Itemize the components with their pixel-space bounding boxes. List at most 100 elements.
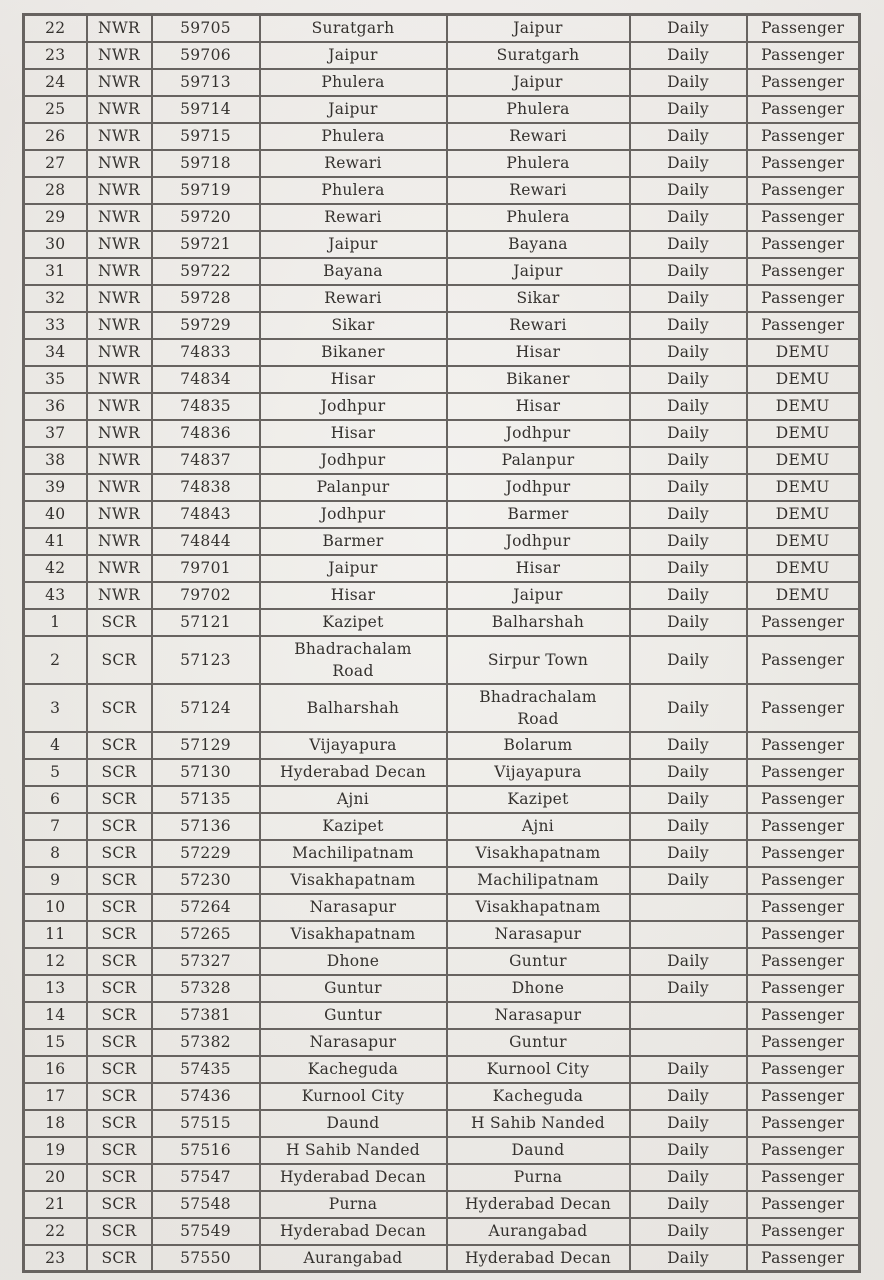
cell-train-no: 74835	[150, 391, 261, 421]
table-row: 40 NWR 74843 Jodhpur Barmer Daily DEMU	[22, 499, 861, 529]
cell-origin: Daund	[258, 1108, 448, 1138]
cell-zone: SCR	[85, 919, 153, 949]
cell-zone: SCR	[85, 892, 153, 922]
table-row: 35 NWR 74834 Hisar Bikaner Daily DEMU	[22, 364, 861, 394]
cell-sn: 40	[22, 499, 88, 529]
cell-sn: 14	[22, 1000, 88, 1030]
cell-origin: Kurnool City	[258, 1081, 448, 1111]
cell-sn: 19	[22, 1135, 88, 1165]
cell-destination: Jodhpur	[445, 526, 631, 556]
table-row: 17 SCR 57436 Kurnool City Kacheguda Daily Pass…	[22, 1081, 861, 1111]
cell-origin: Kazipet	[258, 811, 448, 841]
cell-train-no: 57328	[150, 973, 261, 1003]
cell-sn: 30	[22, 229, 88, 259]
table-row: 39 NWR 74838 Palanpur Jodhpur Daily DEMU	[22, 472, 861, 502]
cell-origin: Suratgarh	[258, 13, 448, 43]
cell-type: Passenger	[745, 1243, 861, 1273]
cell-frequency: Daily	[628, 310, 748, 340]
cell-train-no: 57382	[150, 1027, 261, 1057]
cell-zone: NWR	[85, 526, 153, 556]
cell-type: DEMU	[745, 580, 861, 610]
table-row: 13 SCR 57328 Guntur Dhone Daily Passenger	[22, 973, 861, 1003]
cell-train-no: 57327	[150, 946, 261, 976]
cell-frequency: Daily	[628, 472, 748, 502]
cell-zone: NWR	[85, 283, 153, 313]
cell-train-no: 59720	[150, 202, 261, 232]
cell-train-no: 57548	[150, 1189, 261, 1219]
cell-train-no: 57550	[150, 1243, 261, 1273]
cell-type: Passenger	[745, 946, 861, 976]
cell-origin: Jodhpur	[258, 499, 448, 529]
cell-frequency: Daily	[628, 40, 748, 70]
cell-type: DEMU	[745, 472, 861, 502]
cell-train-no: 74834	[150, 364, 261, 394]
cell-frequency: Daily	[628, 1216, 748, 1246]
cell-origin: Jaipur	[258, 94, 448, 124]
cell-frequency: Daily	[628, 1189, 748, 1219]
cell-train-no: 57123	[150, 634, 261, 685]
cell-train-no: 79702	[150, 580, 261, 610]
cell-train-no: 74837	[150, 445, 261, 475]
cell-type: Passenger	[745, 607, 861, 637]
cell-zone: NWR	[85, 472, 153, 502]
cell-sn: 10	[22, 892, 88, 922]
cell-type: Passenger	[745, 283, 861, 313]
cell-sn: 37	[22, 418, 88, 448]
cell-frequency	[628, 892, 748, 922]
cell-frequency: Daily	[628, 202, 748, 232]
cell-train-no: 57516	[150, 1135, 261, 1165]
cell-origin: Kazipet	[258, 607, 448, 637]
cell-frequency: Daily	[628, 283, 748, 313]
cell-origin: Sikar	[258, 310, 448, 340]
cell-type: Passenger	[745, 94, 861, 124]
cell-destination: Machilipatnam	[445, 865, 631, 895]
cell-destination: Guntur	[445, 1027, 631, 1057]
cell-frequency: Daily	[628, 148, 748, 178]
cell-train-no: 57130	[150, 757, 261, 787]
cell-origin: Hyderabad Decan	[258, 1162, 448, 1192]
cell-frequency: Daily	[628, 946, 748, 976]
cell-train-no: 57135	[150, 784, 261, 814]
cell-destination: Barmer	[445, 499, 631, 529]
cell-destination: Hisar	[445, 391, 631, 421]
cell-sn: 28	[22, 175, 88, 205]
cell-frequency	[628, 1027, 748, 1057]
cell-frequency: Daily	[628, 526, 748, 556]
cell-train-no: 59705	[150, 13, 261, 43]
table-row: 12 SCR 57327 Dhone Guntur Daily Passenger	[22, 946, 861, 976]
cell-zone: SCR	[85, 757, 153, 787]
cell-zone: SCR	[85, 1243, 153, 1273]
table-row: 22 SCR 57549 Hyderabad Decan Aurangabad Daily…	[22, 1216, 861, 1246]
cell-origin: Hisar	[258, 418, 448, 448]
cell-sn: 22	[22, 1216, 88, 1246]
table-row: 34 NWR 74833 Bikaner Hisar Daily DEMU	[22, 337, 861, 367]
cell-sn: 3	[22, 682, 88, 733]
cell-zone: SCR	[85, 784, 153, 814]
table-row: 22 NWR 59705 Suratgarh Jaipur Daily Passenger	[22, 13, 861, 43]
cell-type: Passenger	[745, 784, 861, 814]
cell-frequency: Daily	[628, 499, 748, 529]
cell-train-no: 74844	[150, 526, 261, 556]
cell-type: Passenger	[745, 1189, 861, 1219]
cell-type: Passenger	[745, 919, 861, 949]
cell-type: Passenger	[745, 121, 861, 151]
cell-train-no: 59714	[150, 94, 261, 124]
cell-origin: Narasapur	[258, 892, 448, 922]
cell-train-no: 79701	[150, 553, 261, 583]
cell-destination: H Sahib Nanded	[445, 1108, 631, 1138]
cell-sn: 29	[22, 202, 88, 232]
cell-origin: Visakhapatnam	[258, 919, 448, 949]
cell-zone: NWR	[85, 94, 153, 124]
cell-zone: NWR	[85, 229, 153, 259]
cell-frequency	[628, 919, 748, 949]
cell-frequency: Daily	[628, 94, 748, 124]
cell-destination: Hisar	[445, 337, 631, 367]
cell-train-no: 57124	[150, 682, 261, 733]
cell-zone: SCR	[85, 1162, 153, 1192]
cell-origin: Aurangabad	[258, 1243, 448, 1273]
cell-destination: Visakhapatnam	[445, 838, 631, 868]
cell-origin: Dhone	[258, 946, 448, 976]
table-row: 37 NWR 74836 Hisar Jodhpur Daily DEMU	[22, 418, 861, 448]
cell-frequency: Daily	[628, 337, 748, 367]
table-row: 8 SCR 57229 Machilipatnam Visakhapatnam Daily…	[22, 838, 861, 868]
